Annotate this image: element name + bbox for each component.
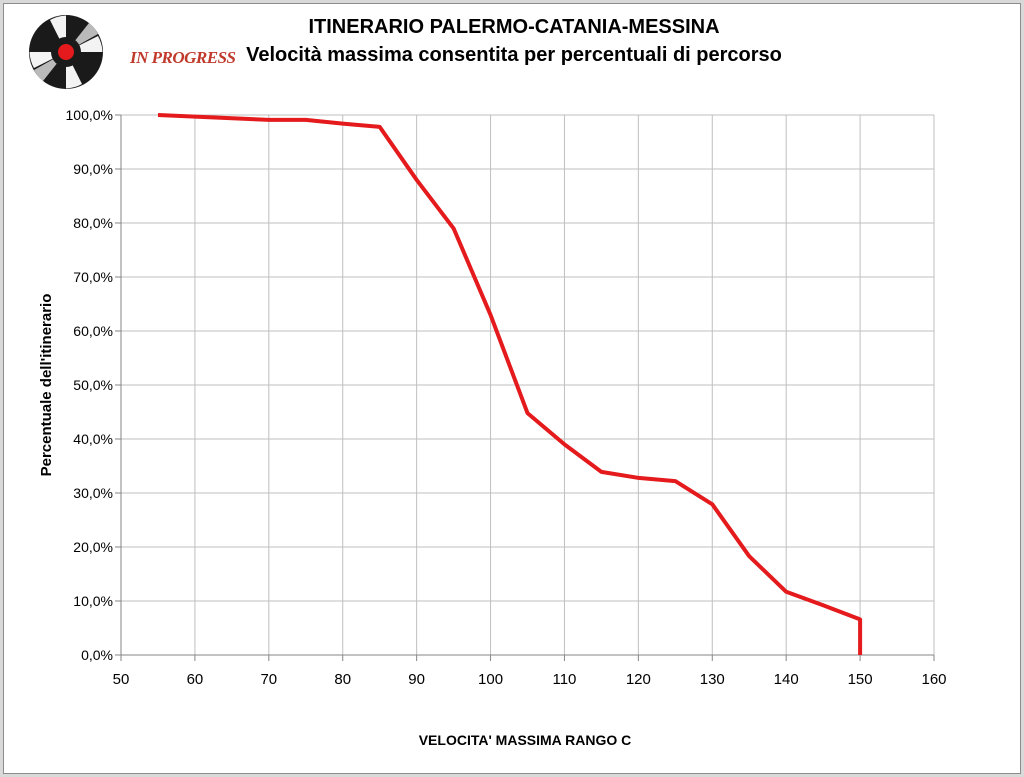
x-tick-label: 110	[552, 671, 576, 688]
x-tick-label: 80	[334, 671, 351, 688]
x-tick-label: 160	[921, 671, 946, 688]
x-tick-label: 130	[700, 671, 725, 688]
series-group	[157, 113, 863, 655]
y-tick-label: 30,0%	[73, 485, 113, 501]
chart-subtitle: Velocità massima consentita per percentu…	[246, 44, 782, 66]
y-tick-label: 10,0%	[73, 593, 113, 609]
y-tick-label: 80,0%	[73, 215, 113, 231]
x-tick-label: 140	[774, 671, 799, 688]
series-line	[157, 113, 863, 655]
y-axis-tick-labels: 0,0% 10,0% 20,0% 30,0% 40,0% 50,0% 60,0% 70,0% 8…	[66, 107, 113, 663]
y-tick-label: 0,0%	[81, 647, 113, 663]
y-tick-label: 90,0%	[73, 161, 113, 177]
x-tick-label: 120	[626, 671, 651, 688]
x-tick-label: 70	[260, 671, 277, 688]
chart-frame: IN PROGRESS ITINERARIO PALERMO-CATANIA-M…	[3, 3, 1021, 774]
shutter-logo-icon	[29, 15, 103, 89]
y-tick-label: 20,0%	[73, 539, 113, 555]
x-tick-label: 60	[187, 671, 204, 688]
y-tick-label: 60,0%	[73, 323, 113, 339]
in-progress-logo: IN PROGRESS	[26, 14, 236, 94]
y-tick-label: 100,0%	[66, 107, 113, 123]
logo-text: IN PROGRESS	[130, 48, 236, 67]
x-axis-tick-labels: 50 60 70 80 90 100 110 120 130 140 150 160	[113, 671, 947, 688]
y-tick-label: 70,0%	[73, 269, 113, 285]
x-tick-label: 150	[848, 671, 873, 688]
y-tick-label: 50,0%	[73, 377, 113, 393]
x-tick-label: 90	[408, 671, 425, 688]
x-tick-label: 50	[113, 671, 130, 688]
axes	[115, 114, 935, 661]
y-axis-label: Percentuale dell'itinerario	[38, 294, 55, 477]
grid-lines	[120, 114, 935, 656]
y-tick-label: 40,0%	[73, 431, 113, 447]
x-axis-label: VELOCITA' MASSIMA RANGO C	[419, 732, 632, 748]
chart-title: ITINERARIO PALERMO-CATANIA-MESSINA	[308, 16, 720, 38]
x-tick-label: 100	[478, 671, 503, 688]
